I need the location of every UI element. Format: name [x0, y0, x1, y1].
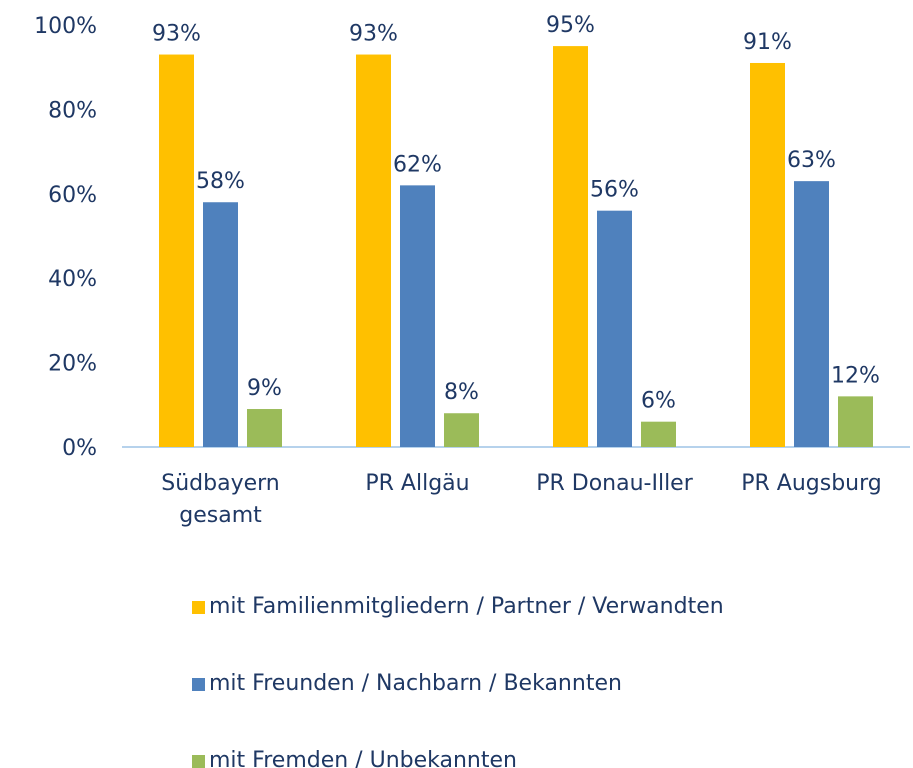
- bar: [794, 181, 829, 447]
- bar: [553, 46, 588, 447]
- bar: [356, 54, 391, 447]
- x-tick-label: PR Donau-Iller: [536, 471, 693, 496]
- bar: [444, 413, 479, 447]
- bar: [750, 62, 785, 447]
- data-label: 63%: [787, 148, 836, 173]
- data-label: 6%: [641, 389, 676, 414]
- legend-label: mit Fremden / Unbekannten: [209, 748, 517, 768]
- bar: [159, 54, 194, 447]
- data-label: 56%: [590, 178, 639, 203]
- data-label: 93%: [349, 22, 398, 47]
- legend-swatch: [192, 754, 205, 768]
- y-tick-label: 60%: [48, 183, 97, 208]
- x-tick-label: Südbayern gesamt: [161, 471, 280, 528]
- legend-entry: mit Freunden / Nachbarn / Bekannten: [192, 669, 622, 699]
- data-label: 9%: [247, 376, 282, 401]
- legend-label: mit Freunden / Nachbarn / Bekannten: [209, 671, 622, 696]
- y-tick-label: 20%: [48, 352, 97, 377]
- bar: [838, 396, 873, 447]
- data-label: 62%: [393, 152, 442, 177]
- data-label: 91%: [743, 30, 792, 55]
- bar: [247, 409, 282, 447]
- bar: [641, 421, 676, 447]
- data-label: 8%: [444, 380, 479, 405]
- y-tick-label: 0%: [62, 436, 97, 461]
- y-tick-label: 100%: [34, 14, 97, 39]
- y-tick-label: 40%: [48, 267, 97, 292]
- data-label: 12%: [831, 363, 880, 388]
- legend-entry: mit Familienmitgliedern / Partner / Verw…: [192, 592, 724, 622]
- legend-swatch: [192, 600, 205, 614]
- data-label: 93%: [152, 22, 201, 47]
- legend-entry: mit Fremden / Unbekannten: [192, 746, 517, 768]
- legend-label: mit Familienmitgliedern / Partner / Verw…: [209, 594, 724, 619]
- legend-swatch: [192, 677, 205, 691]
- y-tick-label: 80%: [48, 98, 97, 123]
- x-tick-label: PR Allgäu: [365, 471, 470, 496]
- bar: [400, 185, 435, 448]
- bar: [597, 210, 632, 447]
- x-tick-label: PR Augsburg: [741, 471, 882, 496]
- data-label: 58%: [196, 169, 245, 194]
- data-label: 95%: [546, 13, 595, 38]
- bar: [203, 202, 238, 447]
